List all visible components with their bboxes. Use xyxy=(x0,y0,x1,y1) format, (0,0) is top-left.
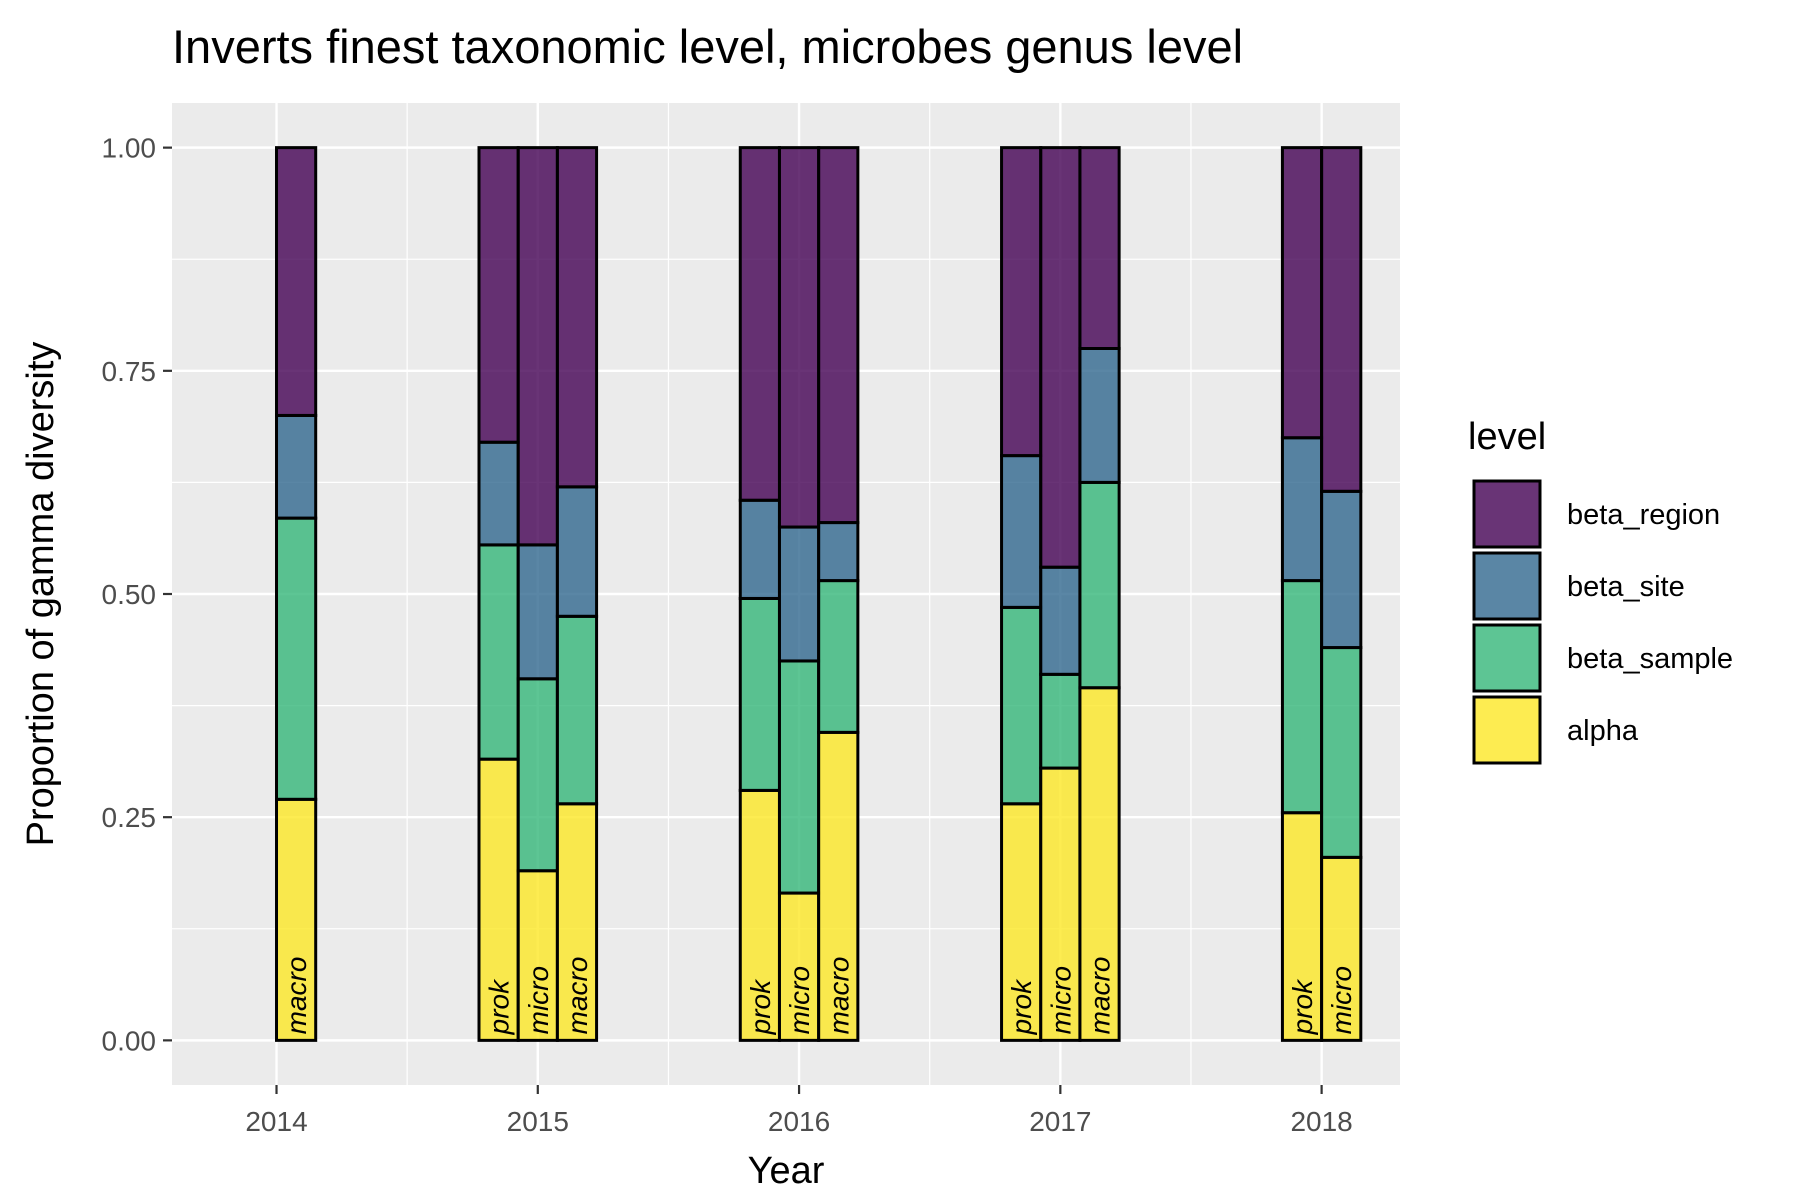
bar-2017-macro: macro xyxy=(1078,146,1121,1042)
legend-label: beta_sample xyxy=(1567,643,1733,675)
bar-group-label: macro xyxy=(823,957,854,1035)
bar-segment-beta_region xyxy=(777,146,821,529)
x-axis-title: Year xyxy=(748,1150,825,1192)
bar-segment-beta_region xyxy=(1039,146,1082,569)
bar-segment-beta_sample xyxy=(555,614,599,806)
legend-swatch xyxy=(1472,695,1542,765)
bar-segment-alpha xyxy=(738,788,781,1042)
bar-segment-beta_region xyxy=(738,146,781,502)
bar-2015-micro: micro xyxy=(516,146,559,1042)
bar-group-label: micro xyxy=(523,966,554,1034)
bar-segment-beta_region xyxy=(275,146,318,417)
bar-segment-beta_region xyxy=(1280,146,1324,440)
bar-group-label: macro xyxy=(562,957,593,1035)
bar-segment-beta_sample xyxy=(1320,646,1363,859)
bar-segment-beta_region xyxy=(1078,146,1121,350)
legend-title: level xyxy=(1468,416,1546,458)
y-axis-title: Proportion of gamma diversity xyxy=(20,342,62,847)
y-tick-label: 0.50 xyxy=(102,579,157,610)
y-tick-label: 0.75 xyxy=(102,356,157,387)
bar-segment-beta_site xyxy=(516,543,559,681)
bar-segment-alpha xyxy=(555,802,599,1042)
bar-segment-beta_sample xyxy=(477,543,520,761)
bar-segment-beta_site xyxy=(738,498,781,600)
x-tick-label: 2016 xyxy=(768,1106,830,1137)
bar-2016-micro: micro xyxy=(777,146,821,1042)
chart-title: Inverts finest taxonomic level, microbes… xyxy=(172,20,1243,73)
bar-2018-prok: prok xyxy=(1280,146,1324,1042)
legend-item-beta_region: beta_region xyxy=(1472,479,1720,549)
legend-swatch xyxy=(1472,479,1542,549)
bar-2015-macro: macro xyxy=(555,146,599,1042)
bar-group-label: prok xyxy=(484,978,515,1035)
x-tick-label: 2017 xyxy=(1029,1106,1091,1137)
bar-segment-beta_site xyxy=(1280,436,1324,583)
legend-item-beta_site: beta_site xyxy=(1472,551,1685,621)
bar-2017-micro: micro xyxy=(1039,146,1082,1042)
bar-2016-prok: prok xyxy=(738,146,781,1042)
legend-swatch xyxy=(1472,551,1542,621)
bar-segment-beta_region xyxy=(1320,146,1363,493)
bar-2014-macro: macro xyxy=(275,146,318,1042)
bar-segment-beta_site xyxy=(1000,454,1043,609)
legend-item-alpha: alpha xyxy=(1472,695,1639,765)
x-tick-label: 2018 xyxy=(1290,1106,1352,1137)
legend-label: alpha xyxy=(1567,715,1639,747)
legend-swatch xyxy=(1472,623,1542,693)
bar-group-label: micro xyxy=(1045,966,1076,1034)
bar-segment-beta_sample xyxy=(516,677,559,873)
bar-segment-beta_site xyxy=(1320,489,1363,650)
bar-segment-alpha xyxy=(1078,686,1121,1042)
bar-segment-beta_sample xyxy=(738,596,781,792)
legend-label: beta_site xyxy=(1567,571,1685,603)
legend-item-beta_sample: beta_sample xyxy=(1472,623,1733,693)
bar-segment-beta_site xyxy=(1078,347,1121,484)
bar-segment-beta_sample xyxy=(1280,579,1324,815)
bar-segment-alpha xyxy=(777,891,821,1042)
bar-segment-beta_sample xyxy=(1078,480,1121,690)
bar-2018-micro: micro xyxy=(1320,146,1363,1042)
bar-segment-beta_site xyxy=(817,521,860,583)
bar-segment-beta_sample xyxy=(1000,605,1043,806)
bar-segment-beta_sample xyxy=(777,659,821,895)
bars-layer: macro prok micro macro prok micro macro prok mic… xyxy=(275,146,1363,1042)
y-tick-label: 0.00 xyxy=(102,1025,157,1056)
axes-layer: 0.00 0.25 0.50 0.75 1.00 2014 2015 2016 2017 2018 xyxy=(102,133,1353,1137)
bar-segment-beta_sample xyxy=(817,579,860,734)
y-tick-label: 1.00 xyxy=(102,133,157,164)
bar-segment-beta_sample xyxy=(275,516,318,801)
bar-segment-alpha xyxy=(1320,855,1363,1042)
bar-segment-beta_site xyxy=(777,525,821,663)
x-tick-label: 2014 xyxy=(245,1106,307,1137)
bar-segment-beta_site xyxy=(555,485,599,618)
bar-group-label: prok xyxy=(745,978,776,1035)
bar-group-label: prok xyxy=(1287,978,1318,1035)
bar-segment-beta_site xyxy=(275,413,318,520)
bar-2017-prok: prok xyxy=(1000,146,1043,1042)
bar-segment-beta_sample xyxy=(1039,672,1082,770)
bar-segment-beta_site xyxy=(477,440,520,547)
bar-2016-macro: macro xyxy=(817,146,860,1042)
bar-segment-beta_region xyxy=(477,146,520,444)
bar-group-label: macro xyxy=(1085,957,1116,1035)
bar-group-label: macro xyxy=(281,957,312,1035)
bar-group-label: prok xyxy=(1006,978,1037,1035)
x-tick-label: 2015 xyxy=(507,1106,569,1137)
legend-label: beta_region xyxy=(1567,499,1720,531)
bar-segment-beta_region xyxy=(1000,146,1043,458)
bar-segment-beta_region xyxy=(516,146,559,547)
bar-group-label: micro xyxy=(1326,966,1357,1034)
bar-segment-beta_region xyxy=(817,146,860,525)
bar-segment-alpha xyxy=(817,730,860,1042)
bar-group-label: micro xyxy=(784,966,815,1034)
bar-segment-beta_region xyxy=(555,146,599,489)
y-tick-label: 0.25 xyxy=(102,802,157,833)
bar-2015-prok: prok xyxy=(477,146,520,1042)
bar-segment-beta_site xyxy=(1039,565,1082,676)
